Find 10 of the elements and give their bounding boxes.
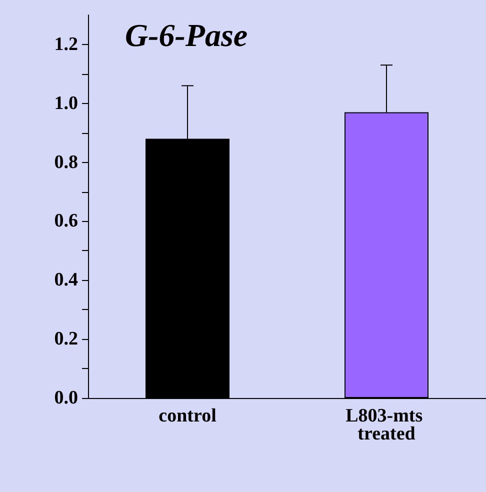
y-tick-label: 0.6 (54, 210, 78, 232)
y-tick-label: 0.4 (54, 270, 78, 291)
y-tick-label: 0.2 (54, 328, 78, 350)
chart-title: G-6-Pase (125, 17, 248, 53)
y-tick-label: 0.0 (54, 388, 78, 408)
y-tick-label: 1.2 (54, 34, 78, 55)
x-tick-label: control (158, 406, 216, 426)
x-tick-label: L803-mts treated (346, 406, 428, 444)
y-tick-label: 0.8 (54, 152, 78, 173)
y-tick-label: 1.0 (54, 92, 78, 114)
